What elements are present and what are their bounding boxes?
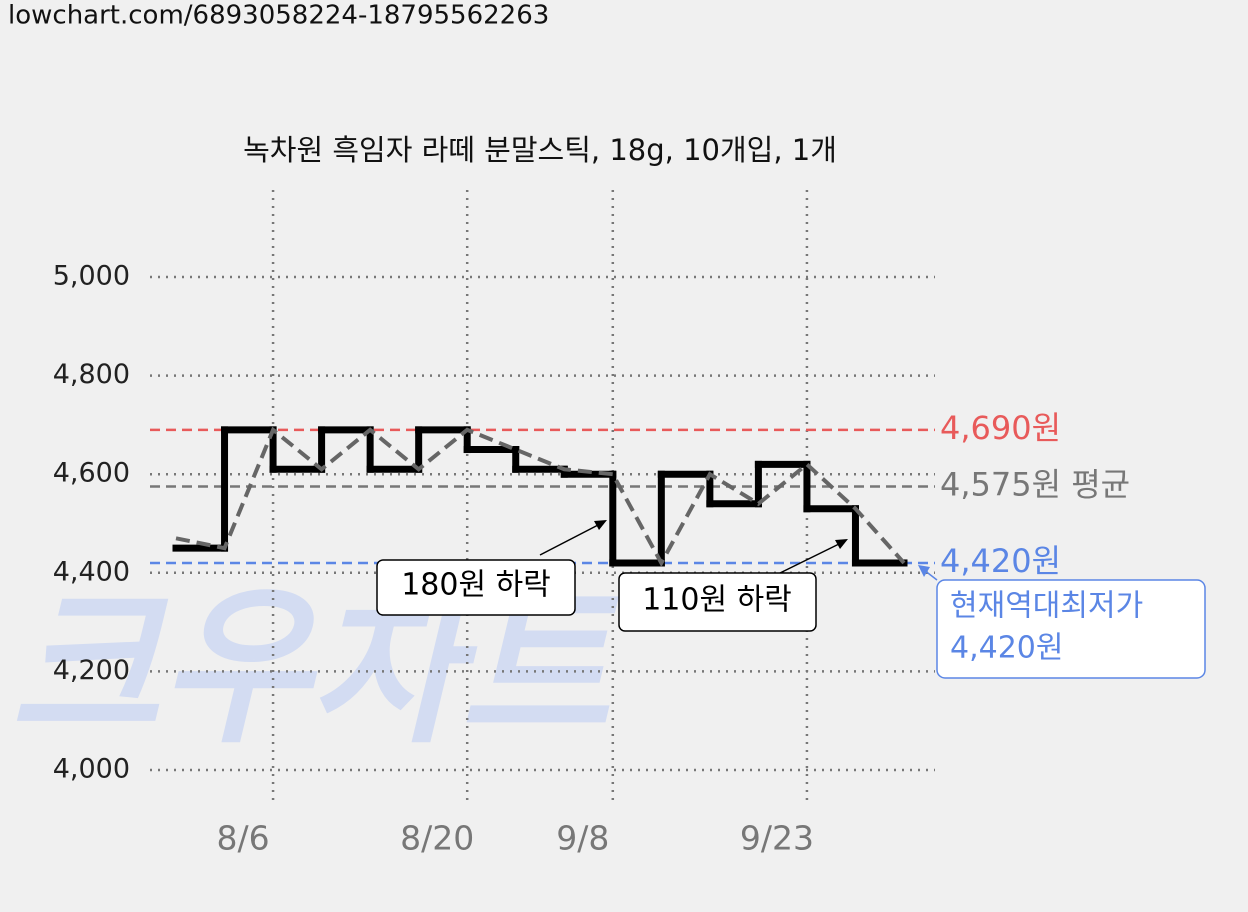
current-low-label: 현재역대최저가 (950, 589, 1143, 624)
x-tick-label: 9/23 (740, 819, 814, 858)
annotation: 110원 하락 (642, 583, 792, 618)
chart-title: 녹차원 흑임자 라떼 분말스틱, 18g, 10개입, 1개 (243, 133, 837, 167)
x-tick-label: 8/6 (217, 819, 270, 858)
url: lowchart.com/6893058224-18795562263 (8, 1, 549, 31)
current-low-box (936, 579, 1206, 679)
arrow (539, 523, 601, 556)
y-tick-label: 4,800 (53, 359, 130, 390)
y-tick-label: 4,400 (53, 556, 130, 587)
arrow-head (835, 539, 848, 549)
reference-label: 4,420원 (940, 542, 1061, 580)
y-tick-label: 5,000 (53, 261, 130, 292)
annotation-box (376, 559, 576, 616)
trend-line (175, 426, 906, 568)
arrow-head (594, 520, 607, 530)
arrow (779, 542, 842, 574)
x-tick-label: 8/20 (400, 819, 474, 858)
y-tick-label: 4,000 (53, 754, 130, 785)
reference-label: 4,575원 평균 (940, 466, 1130, 504)
annotation: 180원 하락 (401, 568, 551, 603)
x-tick-label: 9/8 (556, 819, 609, 858)
current-low-value: 4,420원 (950, 631, 1063, 666)
y-tick-label: 4,600 (53, 458, 130, 489)
step-line (172, 426, 908, 567)
y-tick-label: 4,200 (53, 655, 130, 686)
annotation-box (618, 572, 817, 632)
arrow-head (918, 565, 930, 577)
reference-label: 4,690원 (940, 409, 1061, 447)
